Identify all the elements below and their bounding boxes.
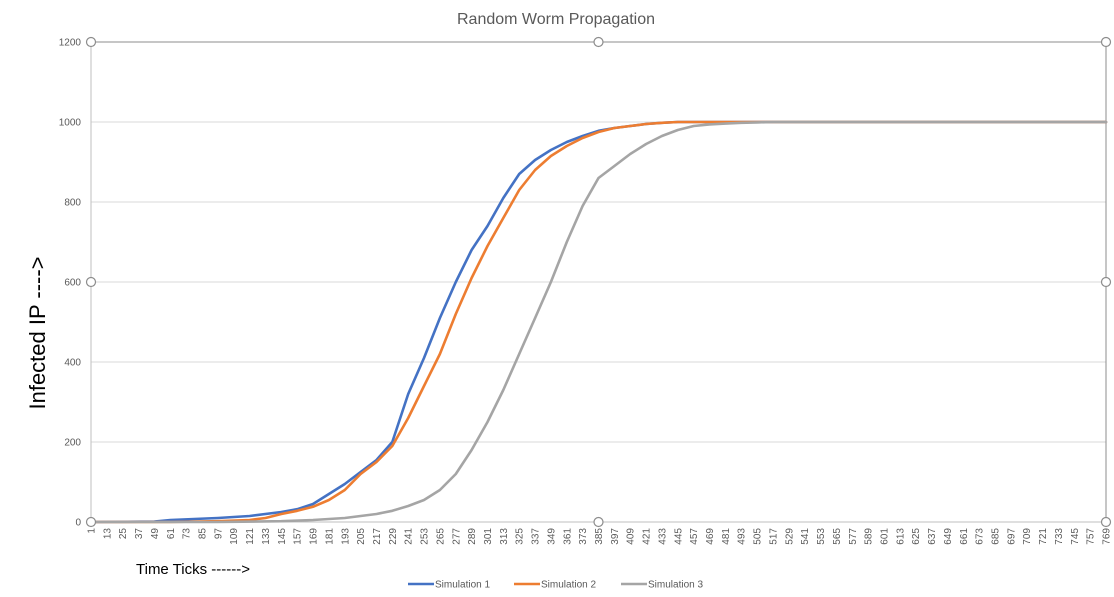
x-tick-label-169: 169: [309, 528, 320, 545]
x-tick-label-361: 361: [562, 528, 573, 545]
legend: Simulation 1 Simulation 2 Simulation 3: [408, 580, 703, 591]
x-tick-label-589: 589: [864, 528, 875, 545]
y-tick-label-1000: 1000: [59, 118, 82, 129]
x-tick-label-373: 373: [578, 528, 589, 545]
x-tick-label-613: 613: [895, 528, 906, 545]
x-tick-label-397: 397: [610, 528, 621, 545]
x-tick-label-757: 757: [1086, 528, 1097, 545]
legend-label-simulation-3: Simulation 3: [648, 580, 703, 591]
x-tick-label-241: 241: [404, 528, 415, 545]
y-tick-label-600: 600: [64, 278, 81, 289]
x-tick-label-709: 709: [1022, 528, 1033, 545]
x-tick-label-457: 457: [689, 528, 700, 545]
x-tick-label-565: 565: [832, 528, 843, 545]
x-tick-label-337: 337: [531, 528, 542, 545]
legend-label-simulation-1: Simulation 1: [435, 580, 490, 591]
x-tick-label-277: 277: [451, 528, 462, 545]
y-tick-label-0: 0: [75, 518, 81, 529]
x-tick-label-505: 505: [753, 528, 764, 545]
selection-handles[interactable]: [85, 36, 1112, 528]
x-tick-label-517: 517: [768, 528, 779, 545]
x-tick-label-661: 661: [959, 528, 970, 545]
x-tick-label-553: 553: [816, 528, 827, 545]
resize-handle[interactable]: [85, 516, 97, 528]
x-tick-label-133: 133: [261, 528, 272, 545]
y-tick-labels: 0 200 400 600 800 1000 1200: [59, 38, 82, 529]
x-tick-label-265: 265: [435, 528, 446, 545]
x-tick-label-421: 421: [642, 528, 653, 545]
x-tick-label-193: 193: [340, 528, 351, 545]
x-tick-label-409: 409: [626, 528, 637, 545]
y-axis-label: Infected IP ---->: [25, 256, 50, 409]
x-tick-label-217: 217: [372, 528, 383, 545]
x-tick-label-181: 181: [324, 528, 335, 545]
x-tick-label-625: 625: [911, 528, 922, 545]
x-tick-label-49: 49: [150, 528, 161, 540]
x-tick-label-97: 97: [213, 528, 224, 540]
x-tick-label-529: 529: [784, 528, 795, 545]
series-line-simulation-1: [89, 120, 1108, 524]
x-tick-label-697: 697: [1006, 528, 1017, 545]
resize-handle[interactable]: [1100, 516, 1112, 528]
x-tick-label-145: 145: [277, 528, 288, 545]
x-tick-label-85: 85: [198, 528, 209, 540]
x-tick-label-61: 61: [166, 528, 177, 540]
legend-label-simulation-2: Simulation 2: [541, 580, 596, 591]
x-tick-label-229: 229: [388, 528, 399, 545]
x-tick-label-685: 685: [990, 528, 1001, 545]
x-tick-label-1: 1: [87, 528, 98, 534]
x-tick-label-733: 733: [1054, 528, 1065, 545]
y-tick-label-200: 200: [64, 438, 81, 449]
x-tick-label-541: 541: [800, 528, 811, 545]
resize-handle[interactable]: [1100, 36, 1112, 48]
x-tick-label-601: 601: [879, 528, 890, 545]
series-line-simulation-3: [89, 120, 1108, 524]
resize-handle[interactable]: [1100, 276, 1112, 288]
x-tick-label-205: 205: [356, 528, 367, 545]
x-tick-label-37: 37: [134, 528, 145, 540]
x-tick-label-481: 481: [721, 528, 732, 545]
y-tick-label-400: 400: [64, 358, 81, 369]
resize-handle[interactable]: [85, 36, 97, 48]
x-tick-label-445: 445: [673, 528, 684, 545]
x-tick-label-121: 121: [245, 528, 256, 545]
x-tick-label-157: 157: [293, 528, 304, 545]
chart-title: Random Worm Propagation: [457, 11, 655, 28]
x-tick-label-769: 769: [1102, 528, 1113, 545]
x-tick-label-649: 649: [943, 528, 954, 545]
x-tick-label-433: 433: [657, 528, 668, 545]
resize-handle[interactable]: [593, 36, 604, 48]
x-tick-label-73: 73: [182, 528, 193, 540]
x-axis-label: Time Ticks ------>: [136, 561, 250, 578]
x-tick-label-289: 289: [467, 528, 478, 545]
x-tick-labels: 1 13 25 37 49 61 73 85 97 109 121 133 145 157 169 181 19…: [87, 528, 1113, 545]
x-tick-label-493: 493: [737, 528, 748, 545]
gridlines: [91, 41, 1106, 443]
x-tick-label-313: 313: [499, 528, 510, 545]
x-tick-label-349: 349: [546, 528, 557, 545]
x-tick-label-325: 325: [515, 528, 526, 545]
x-tick-label-301: 301: [483, 528, 494, 545]
y-tick-label-800: 800: [64, 198, 81, 209]
x-tick-label-25: 25: [118, 528, 129, 540]
x-tick-label-13: 13: [102, 528, 113, 540]
series-lines: [89, 120, 1108, 524]
x-tick-label-637: 637: [927, 528, 938, 545]
x-tick-label-673: 673: [975, 528, 986, 545]
resize-handle[interactable]: [593, 516, 604, 528]
x-tick-label-577: 577: [848, 528, 859, 545]
x-tick-label-385: 385: [594, 528, 605, 545]
x-tick-label-109: 109: [229, 528, 240, 545]
x-tick-label-721: 721: [1038, 528, 1049, 545]
x-tick-label-469: 469: [705, 528, 716, 545]
resize-handle[interactable]: [85, 276, 97, 288]
y-tick-label-1200: 1200: [59, 38, 82, 49]
x-tick-label-745: 745: [1070, 528, 1081, 545]
x-tick-label-253: 253: [420, 528, 431, 545]
series-line-simulation-2: [89, 120, 1108, 524]
